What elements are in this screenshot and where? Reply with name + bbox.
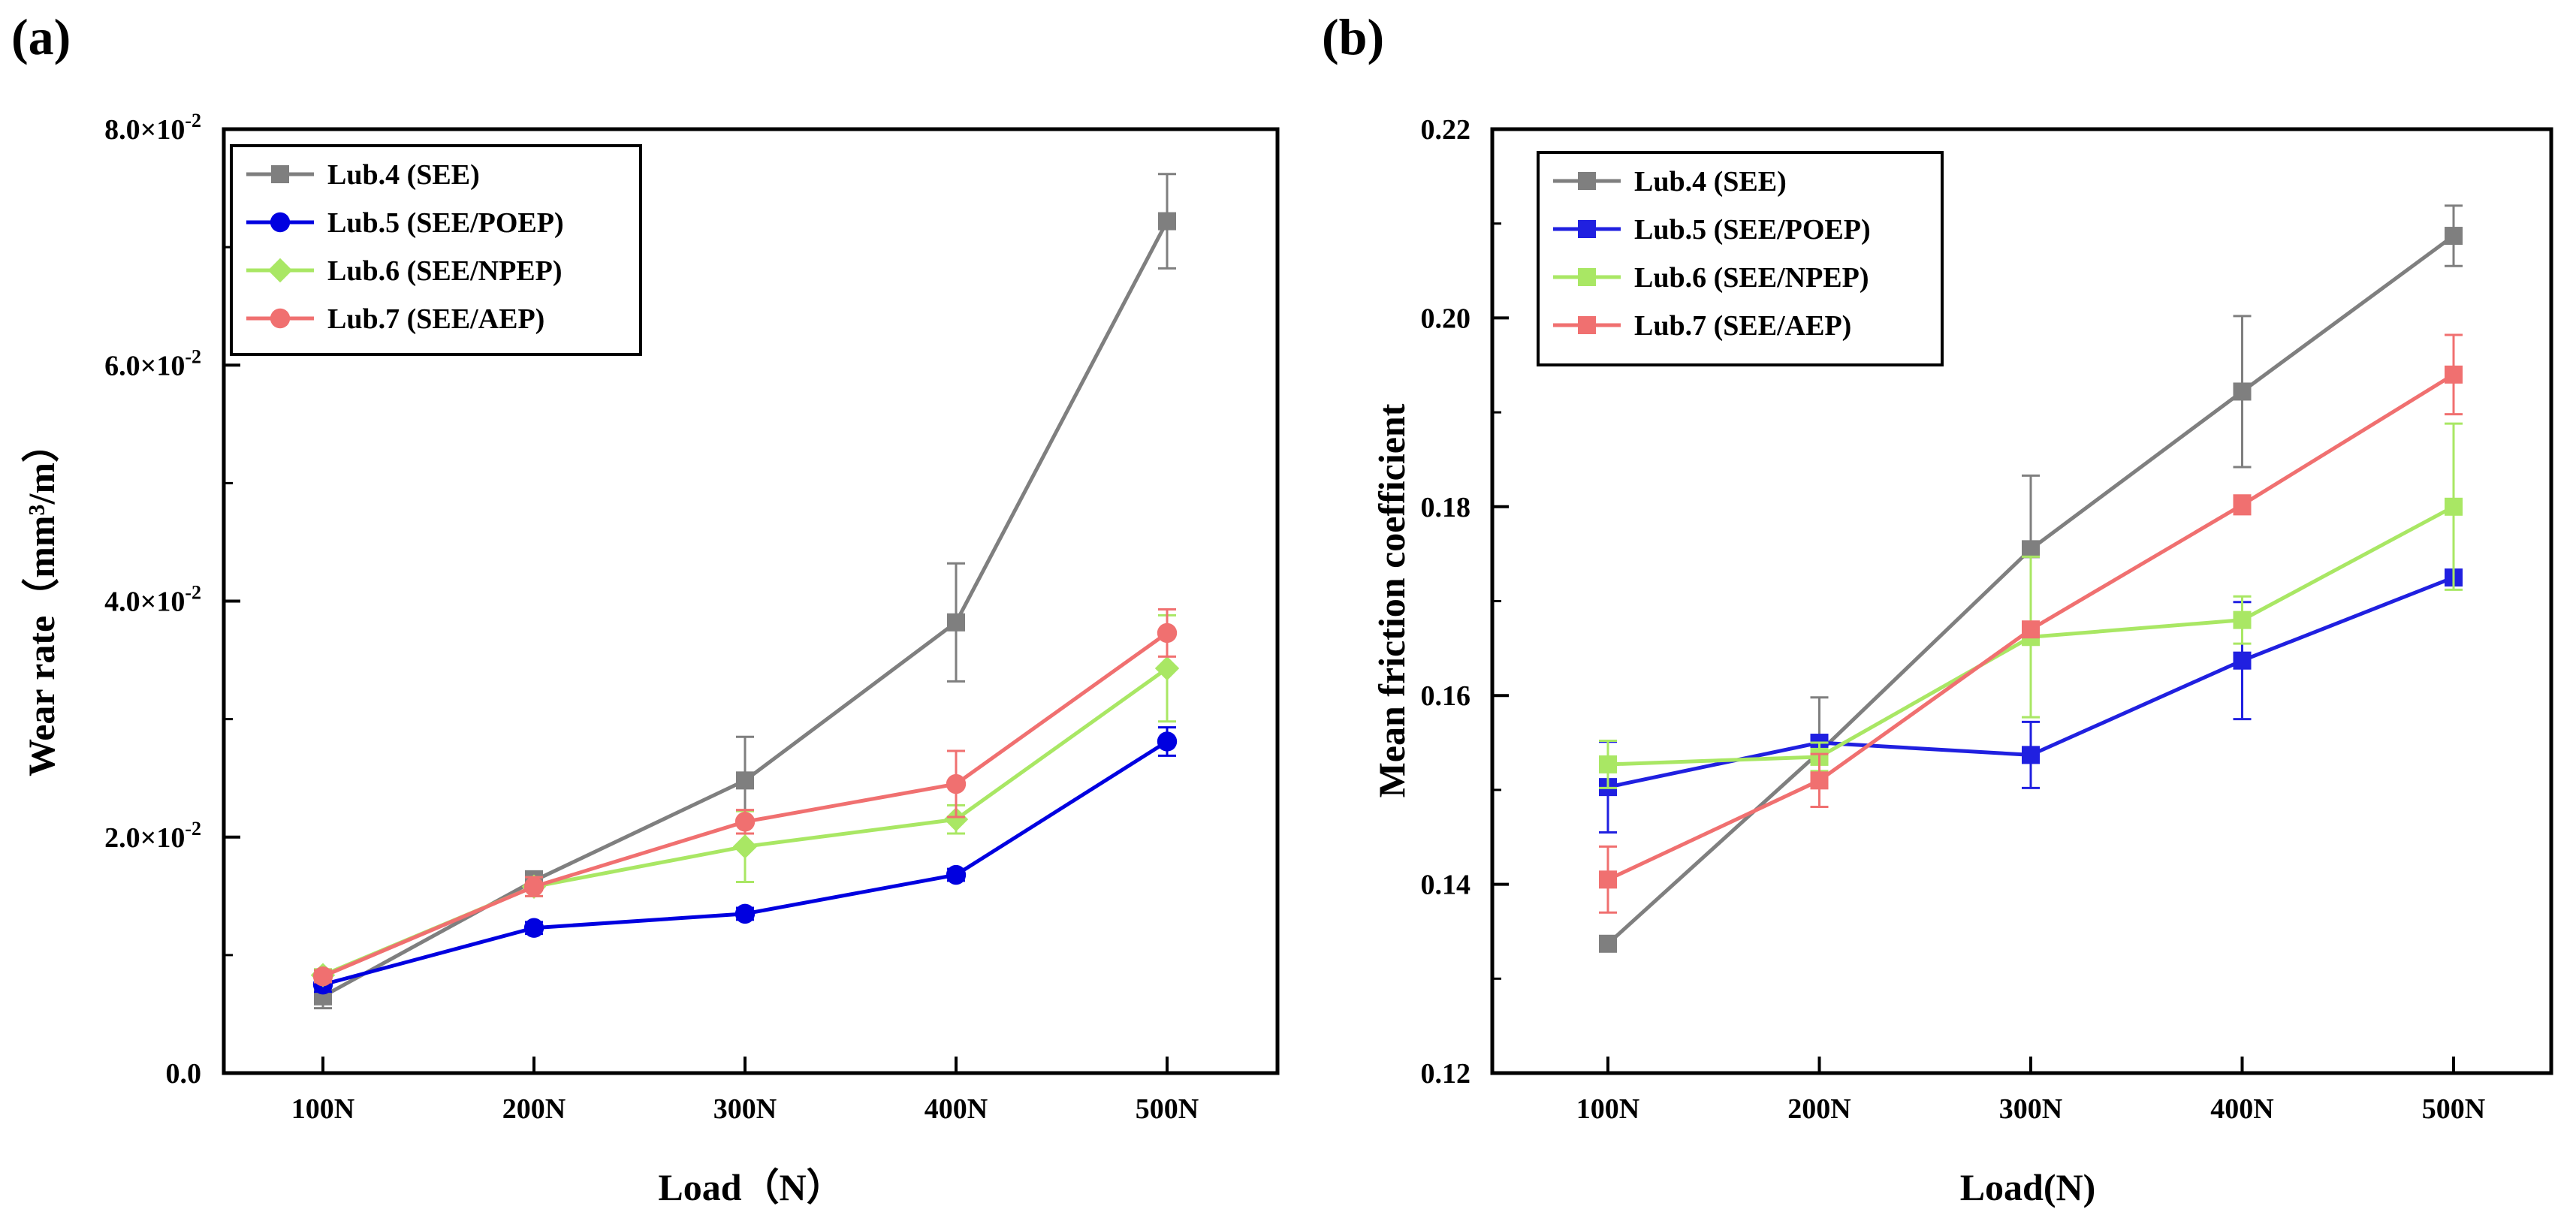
data-point xyxy=(2022,746,2040,764)
legend-swatch-marker xyxy=(270,308,291,329)
legend-swatch-marker xyxy=(270,212,291,233)
data-point xyxy=(734,812,756,832)
data-point xyxy=(1154,656,1180,681)
data-point xyxy=(947,613,965,632)
legend-box xyxy=(1537,151,1944,366)
legend-swatch-marker xyxy=(1578,268,1596,286)
panel-b-x-axis-label: Load(N) xyxy=(1960,1166,2096,1208)
panel-b-y-axis: 0.12 0.14 0.16 0.18 0.20 0.22 xyxy=(1421,114,1509,1090)
series-7 xyxy=(312,607,1178,987)
series-7 xyxy=(1599,333,2463,914)
x-tick-label: 400N xyxy=(2210,1093,2273,1125)
x-tick-label: 300N xyxy=(713,1093,777,1125)
legend-item: Lub.5 (SEE/POEP) xyxy=(246,207,564,239)
y-tick-label: 0.16 xyxy=(1421,680,1471,712)
x-tick-label: 200N xyxy=(502,1093,566,1125)
legend-item: Lub.6 (SEE/NPEP) xyxy=(1553,262,1869,294)
legend-item: Lub.7 (SEE/AEP) xyxy=(246,303,544,335)
panel-b-y-axis-label: Mean friction coefficient xyxy=(1371,403,1413,797)
data-point xyxy=(2445,227,2463,246)
data-point xyxy=(1157,731,1178,752)
data-point xyxy=(1599,755,1617,773)
panel-a-y-axis: 0.0 2.0×10-2 4.0×10-2 6.0×10-2 8.0×10-2 xyxy=(104,110,240,1090)
legend-label: Lub.6 (SEE/NPEP) xyxy=(1634,262,1869,294)
data-point xyxy=(1599,870,1617,889)
y-tick-label: 4.0×10-2 xyxy=(104,582,201,618)
x-tick-label: 100N xyxy=(1576,1093,1639,1125)
x-tick-label: 300N xyxy=(1999,1093,2062,1125)
data-point xyxy=(946,773,967,794)
series-5 xyxy=(1599,568,2463,834)
legend-label: Lub.5 (SEE/POEP) xyxy=(327,207,564,239)
y-tick-label: 0.20 xyxy=(1421,303,1471,334)
data-point xyxy=(312,966,333,987)
x-tick-label: 500N xyxy=(2422,1093,2485,1125)
data-point xyxy=(1157,623,1178,644)
legend-swatch-marker xyxy=(1578,316,1596,334)
y-tick-label: 8.0×10-2 xyxy=(104,110,201,146)
legend-item: Lub.7 (SEE/AEP) xyxy=(1553,310,1851,342)
panel-a-x-axis: 100N 200N 300N 400N 500N xyxy=(291,1057,1199,1125)
y-tick-label: 0.0 xyxy=(166,1058,202,1090)
panel-b-friction: (b) 0.12 0.14 0.16 0.18 0.20 0.22 100N 200N 300… xyxy=(1322,8,2553,1208)
legend-swatch-marker xyxy=(1578,220,1596,238)
data-point xyxy=(2233,610,2252,629)
data-point xyxy=(943,806,969,832)
data-point xyxy=(734,903,756,924)
x-tick-label: 100N xyxy=(291,1093,354,1125)
legend-swatch-marker xyxy=(271,165,289,183)
x-tick-label: 400N xyxy=(925,1093,988,1125)
legend-label: Lub.4 (SEE) xyxy=(327,159,480,191)
x-tick-label: 500N xyxy=(1136,1093,1199,1125)
data-point xyxy=(736,771,754,790)
legend-label: Lub.6 (SEE/NPEP) xyxy=(327,255,563,287)
data-point xyxy=(523,876,544,897)
data-point xyxy=(2445,497,2463,516)
data-point xyxy=(2233,382,2252,401)
legend-item: Lub.4 (SEE) xyxy=(1553,166,1787,197)
legend-item: Lub.6 (SEE/NPEP) xyxy=(246,255,563,287)
panel-a-series xyxy=(310,173,1180,1010)
data-point xyxy=(2022,620,2040,639)
panel-b-series xyxy=(1599,204,2463,953)
data-point xyxy=(2445,365,2463,384)
legend-item: Lub.4 (SEE) xyxy=(246,159,480,191)
panel-a-label: (a) xyxy=(11,8,71,65)
y-tick-label: 0.22 xyxy=(1421,114,1471,146)
y-tick-label: 0.14 xyxy=(1421,870,1471,901)
data-point xyxy=(2233,651,2252,670)
panel-a-y-axis-label: Wear rate（mm³/m） xyxy=(20,425,62,776)
panel-a-x-axis-label: Load（N） xyxy=(658,1166,843,1208)
data-point xyxy=(523,918,544,938)
panel-b-x-axis: 100N 200N 300N 400N 500N xyxy=(1576,1057,2485,1125)
data-point xyxy=(2233,496,2252,514)
legend-swatch-marker xyxy=(267,258,293,283)
panel-b-label: (b) xyxy=(1322,8,1384,65)
y-tick-label: 0.12 xyxy=(1421,1058,1471,1090)
data-point xyxy=(2022,540,2040,559)
y-tick-label: 0.18 xyxy=(1421,492,1471,523)
data-point xyxy=(1810,771,1829,790)
data-point xyxy=(1158,212,1176,231)
data-point xyxy=(732,834,758,859)
y-tick-label: 6.0×10-2 xyxy=(104,345,201,381)
legend-swatch-marker xyxy=(1578,172,1596,190)
legend-label: Lub.7 (SEE/AEP) xyxy=(327,303,544,335)
x-tick-label: 200N xyxy=(1787,1093,1851,1125)
legend-item: Lub.5 (SEE/POEP) xyxy=(1553,214,1871,246)
y-tick-label: 2.0×10-2 xyxy=(104,818,201,854)
panel-a-legend: Lub.4 (SEE) Lub.5 (SEE/POEP) Lub.6 (SEE/NP… xyxy=(230,144,642,356)
panel-a-wear-rate: (a) 0.02.0×10-24.0×10-26.0×10-28.0×10-2 … xyxy=(11,8,1280,1208)
legend-label: Lub.7 (SEE/AEP) xyxy=(1634,310,1851,342)
legend-label: Lub.4 (SEE) xyxy=(1634,166,1787,197)
panel-b-legend: Lub.4 (SEE) Lub.5 (SEE/POEP) Lub.6 (SEE/NP… xyxy=(1537,151,1944,366)
legend-label: Lub.5 (SEE/POEP) xyxy=(1634,214,1871,246)
data-point xyxy=(946,864,967,885)
data-point xyxy=(1599,934,1617,953)
